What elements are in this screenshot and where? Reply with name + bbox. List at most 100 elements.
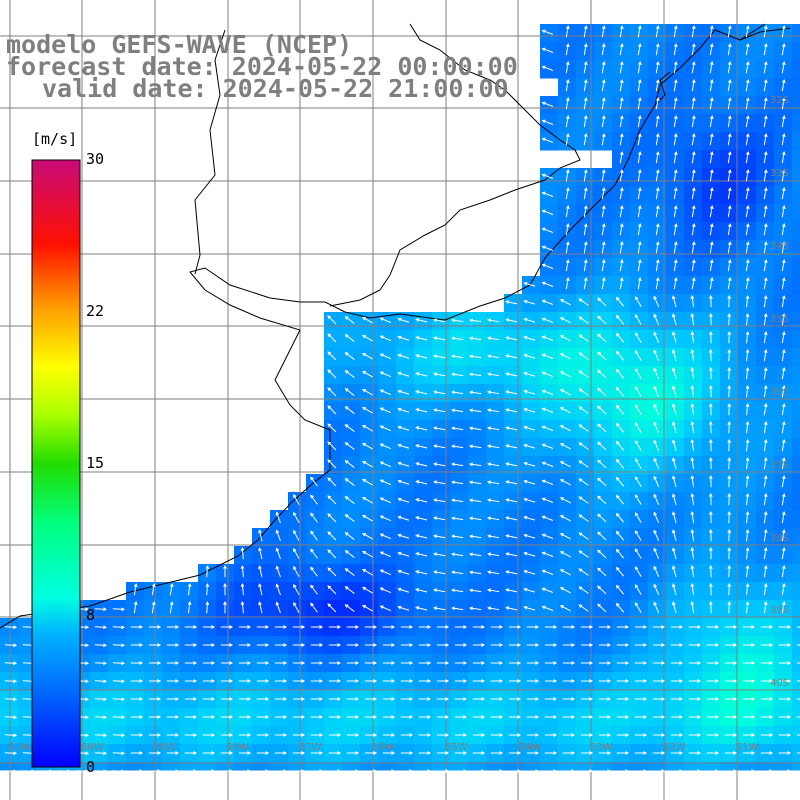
wind-arrow [673, 187, 678, 200]
wind-arrow [400, 733, 414, 737]
wind-arrow [238, 751, 252, 755]
colorbar-tick: 22 [86, 302, 105, 320]
wind-arrow [274, 733, 288, 737]
wind-arrow [523, 425, 536, 431]
wind-arrow [742, 769, 756, 773]
wind-arrow [615, 602, 625, 613]
wind-arrow [634, 476, 642, 487]
wind-arrow [523, 569, 536, 575]
wind-arrow [671, 349, 677, 362]
wind-arrow [637, 97, 642, 110]
wind-arrow [655, 61, 660, 74]
wind-arrow [745, 439, 750, 452]
wind-arrow [433, 426, 446, 431]
lat-label: 39S [770, 605, 790, 616]
wind-arrow [238, 661, 252, 665]
wind-arrow [256, 661, 270, 665]
wind-arrow [691, 187, 696, 200]
wind-arrow [379, 479, 392, 486]
wind-arrow [559, 533, 571, 540]
wind-arrow [487, 462, 500, 467]
wind-arrow [454, 679, 468, 683]
wind-arrow [292, 733, 306, 737]
wind-arrow [274, 697, 288, 701]
wind-arrow [559, 515, 571, 522]
wind-arrow [670, 715, 684, 719]
wind-arrow [130, 697, 144, 701]
wind-arrow [94, 697, 108, 702]
wind-arrow [671, 385, 677, 398]
wind-arrow [727, 456, 732, 470]
wind-arrow [327, 387, 337, 397]
wind-arrow [653, 349, 660, 362]
wind-arrow [619, 277, 624, 290]
wind-arrow [615, 368, 625, 379]
wind-arrow [451, 372, 464, 377]
model-title: modelo GEFS-WAVE (NCEP) [6, 30, 353, 59]
wind-arrow [727, 79, 732, 92]
wind-arrow [673, 277, 678, 290]
wind-arrow [382, 751, 396, 755]
wind-arrow [4, 715, 18, 720]
wind-arrow [433, 390, 446, 395]
wind-arrow [344, 388, 355, 396]
wind-arrow [796, 716, 800, 718]
wind-arrow [541, 515, 554, 521]
wind-arrow [130, 643, 144, 647]
wind-arrow [346, 625, 360, 629]
wind-arrow [397, 443, 410, 449]
wind-arrow [362, 442, 373, 450]
wind-arrow [4, 625, 18, 630]
wind-arrow [634, 512, 642, 523]
wind-arrow [508, 661, 522, 665]
wind-cell [792, 420, 800, 439]
wind-arrow [469, 588, 482, 593]
wind-arrow [310, 548, 318, 559]
wind-arrow [671, 511, 677, 524]
wind-arrow [397, 497, 410, 503]
wind-arrow [781, 439, 786, 452]
wind-arrow [709, 277, 714, 290]
wind-arrow [541, 281, 554, 287]
wind-cell [792, 402, 800, 421]
wind-arrow [597, 387, 607, 397]
wind-arrow [274, 679, 288, 683]
wind-arrow [615, 386, 625, 397]
wind-arrow [691, 241, 696, 254]
wind-arrow [708, 582, 713, 596]
wind-arrow [397, 317, 410, 323]
wind-arrow [148, 715, 162, 719]
wind-arrow [745, 25, 750, 38]
wind-arrow [472, 697, 486, 701]
wind-arrow [112, 625, 126, 630]
wind-arrow [745, 277, 750, 290]
wind-arrow [616, 715, 630, 719]
wind-arrow [148, 679, 162, 683]
wind-arrow [451, 426, 464, 431]
wind-arrow [327, 567, 337, 577]
wind-arrow [742, 661, 756, 665]
wind-arrow [397, 479, 410, 485]
wind-arrow [688, 625, 702, 629]
wind-cell [792, 600, 800, 619]
wind-arrow [523, 605, 536, 611]
wind-arrow [653, 511, 660, 524]
wind-arrow [310, 625, 324, 629]
wind-arrow [344, 496, 355, 504]
wind-arrow [240, 547, 245, 560]
wind-arrow [344, 478, 355, 486]
wind-arrow [433, 336, 446, 341]
wind-arrow [541, 497, 554, 503]
wind-arrow [619, 241, 624, 254]
wind-arrow [653, 367, 660, 380]
wind-arrow [637, 79, 642, 92]
wind-arrow [379, 551, 392, 558]
wind-arrow [94, 715, 108, 720]
wind-arrow [724, 751, 738, 755]
wind-arrow [670, 625, 684, 629]
wind-arrow [655, 223, 660, 236]
wind-arrow [706, 733, 720, 737]
wind-arrow [4, 661, 18, 666]
wind-arrow [597, 513, 607, 523]
wind-arrow [583, 97, 588, 110]
